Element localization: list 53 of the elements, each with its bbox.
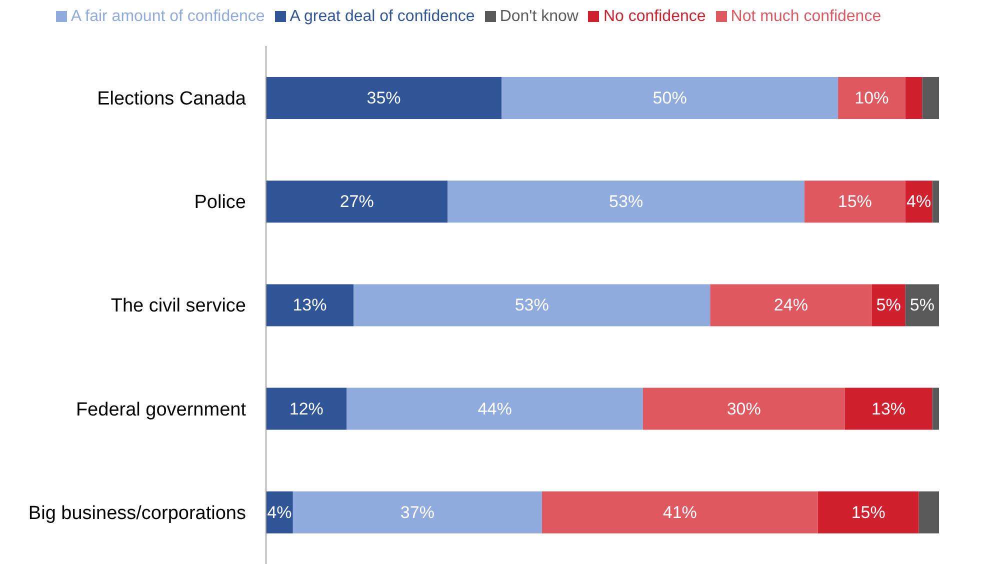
data-label: 24%: [774, 296, 808, 315]
bar: [905, 284, 939, 326]
bar: [266, 388, 347, 430]
data-label: 50%: [652, 88, 687, 108]
bar: [922, 77, 939, 119]
bar: [448, 180, 804, 223]
bar: [932, 180, 939, 223]
data-label: 4%: [906, 192, 932, 212]
data-label: 10%: [854, 88, 889, 108]
y-tick-label: Big business/corporations: [28, 502, 246, 524]
y-tick-label: Elections Canada: [97, 88, 246, 110]
data-label: 13%: [292, 296, 327, 315]
data-label: 15%: [851, 502, 886, 522]
bar: [838, 77, 906, 119]
bar: [266, 284, 354, 326]
data-label: 41%: [662, 502, 697, 522]
data-label: 5%: [910, 296, 934, 315]
bar: [872, 284, 906, 326]
bar: [502, 77, 838, 119]
y-tick-label: Federal government: [76, 399, 247, 420]
legend-label: A great deal of confidence: [290, 8, 475, 25]
data-label: 4%: [267, 502, 292, 522]
data-label: 13%: [872, 399, 906, 418]
bar: [542, 491, 818, 534]
data-label: 53%: [514, 296, 549, 315]
data-label: 27%: [340, 192, 374, 212]
bar: [642, 388, 845, 430]
data-label: 53%: [609, 192, 644, 212]
bar: [346, 388, 643, 430]
legend-label: A fair amount of confidence: [70, 8, 265, 25]
y-tick-label: Police: [194, 192, 246, 214]
legend-label: No confidence: [603, 8, 706, 25]
bar: [918, 491, 939, 534]
bar: [292, 491, 542, 534]
bar: [266, 77, 502, 119]
bar: [353, 284, 710, 326]
bar: [266, 180, 448, 223]
data-label: 5%: [876, 296, 901, 315]
data-label: 44%: [478, 399, 512, 418]
bar: [818, 491, 919, 534]
bar: [710, 284, 872, 326]
data-label: 12%: [289, 399, 324, 418]
bar: [932, 388, 939, 430]
data-label: 15%: [838, 192, 872, 212]
data-label: 37%: [400, 502, 434, 522]
data-label: 35%: [366, 88, 401, 108]
y-tick-label: The civil service: [110, 296, 246, 317]
legend-label: Not much confidence: [730, 8, 882, 25]
bar: [844, 388, 932, 430]
bar: [804, 180, 906, 223]
bar: [905, 77, 922, 119]
legend-label: Don't know: [500, 8, 578, 25]
data-label: 30%: [726, 399, 761, 418]
